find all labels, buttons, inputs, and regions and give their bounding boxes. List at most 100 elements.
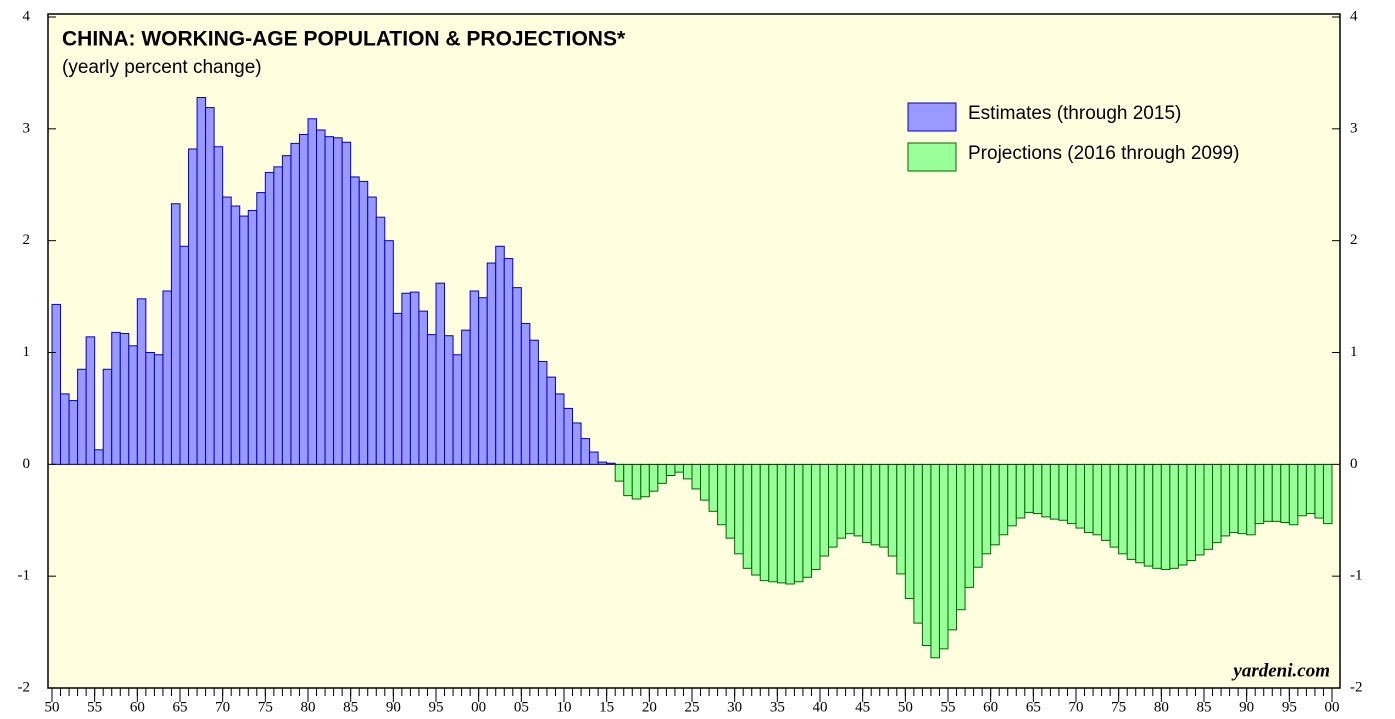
bar [546, 376, 556, 465]
bar [700, 463, 710, 501]
bar [367, 196, 377, 465]
bar [111, 331, 121, 465]
bar [717, 463, 727, 526]
x-tick-label: 00 [1325, 699, 1340, 715]
bar [1101, 463, 1111, 541]
x-tick-label: 75 [1111, 699, 1126, 715]
x-tick-label: 40 [813, 699, 828, 715]
bar [810, 463, 821, 570]
x-tick-label: 75 [258, 699, 273, 715]
bar [1246, 463, 1256, 536]
bar [384, 240, 394, 465]
bar [793, 463, 804, 583]
bar [503, 258, 514, 465]
legend-label: Projections (2016 through 2099) [968, 143, 1239, 164]
bar [350, 176, 360, 465]
x-tick-label: 25 [685, 699, 700, 715]
bar [930, 463, 940, 659]
y-tick-label: 1 [23, 344, 31, 360]
x-tick-label: 10 [557, 699, 572, 715]
bar [188, 148, 198, 465]
bar [845, 463, 855, 535]
bar [938, 463, 949, 650]
bar [435, 282, 446, 465]
bar [853, 463, 864, 537]
bar [896, 463, 906, 575]
bar [1271, 463, 1282, 522]
bar [77, 368, 87, 465]
bar [60, 393, 70, 465]
bar [1212, 463, 1222, 544]
y-tick-label-right: 0 [1350, 456, 1358, 472]
bar [1024, 463, 1034, 513]
bar [589, 451, 599, 465]
x-tick-label: 15 [599, 699, 614, 715]
bar [1109, 463, 1120, 548]
bar [537, 360, 548, 465]
x-tick-label: 90 [1239, 699, 1254, 715]
x-tick-label: 50 [45, 699, 60, 715]
bar [333, 137, 343, 465]
y-tick-label-right: -2 [1350, 679, 1363, 695]
bar [1015, 463, 1026, 519]
bar [1322, 463, 1333, 525]
y-tick-label-right: 4 [1350, 8, 1358, 24]
x-tick-label: 80 [1154, 699, 1169, 715]
bar [1169, 463, 1179, 569]
bar [486, 262, 497, 465]
x-tick-label: 85 [1197, 699, 1212, 715]
bar [768, 463, 778, 583]
bar [947, 463, 958, 631]
bars [51, 97, 1333, 659]
bar [469, 290, 480, 465]
bar [1084, 463, 1094, 534]
source-annotation: yardeni.com [1231, 660, 1330, 681]
bar [358, 180, 369, 465]
y-tick-label-right: -1 [1350, 568, 1363, 584]
bar [648, 463, 659, 492]
x-tick-label: 50 [898, 699, 913, 715]
x-tick-label: 55 [941, 699, 956, 715]
bar [1143, 463, 1154, 567]
bar [1032, 463, 1043, 515]
bar [682, 463, 693, 480]
bar [1126, 463, 1137, 560]
bar [418, 310, 428, 465]
chart-subtitle: (yearly percent change) [62, 57, 262, 78]
bar [887, 463, 898, 557]
bar [1152, 463, 1162, 569]
x-tick-label: 90 [386, 699, 401, 715]
bar [162, 290, 172, 465]
bar [836, 463, 847, 539]
y-tick-label: 2 [23, 232, 31, 248]
bar [375, 216, 386, 465]
bar [316, 129, 326, 465]
x-tick-label: 65 [173, 699, 188, 715]
bar [1194, 463, 1205, 556]
x-tick-label: 70 [1069, 699, 1084, 715]
bar [742, 463, 753, 569]
bar [623, 463, 633, 497]
y-tick-label-right: 1 [1350, 344, 1358, 360]
bar [759, 463, 770, 582]
bar [68, 400, 79, 465]
bar [1007, 463, 1017, 527]
bar [94, 449, 104, 465]
bar [1254, 463, 1265, 525]
x-tick-label: 30 [727, 699, 742, 715]
bar [1135, 463, 1145, 564]
bar [614, 463, 625, 482]
bar [751, 463, 761, 576]
bar [973, 463, 983, 568]
bar [572, 422, 582, 465]
bar [802, 463, 812, 578]
bar [631, 463, 642, 500]
bar [409, 291, 420, 465]
bar [153, 354, 164, 465]
bar [1066, 463, 1077, 525]
bar [273, 166, 283, 465]
bar [128, 345, 138, 465]
bar [708, 463, 719, 512]
bar [444, 335, 454, 465]
